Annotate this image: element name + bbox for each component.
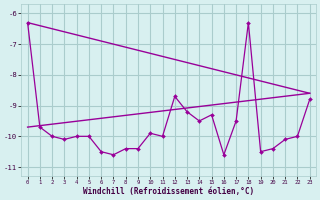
X-axis label: Windchill (Refroidissement éolien,°C): Windchill (Refroidissement éolien,°C) — [83, 187, 254, 196]
